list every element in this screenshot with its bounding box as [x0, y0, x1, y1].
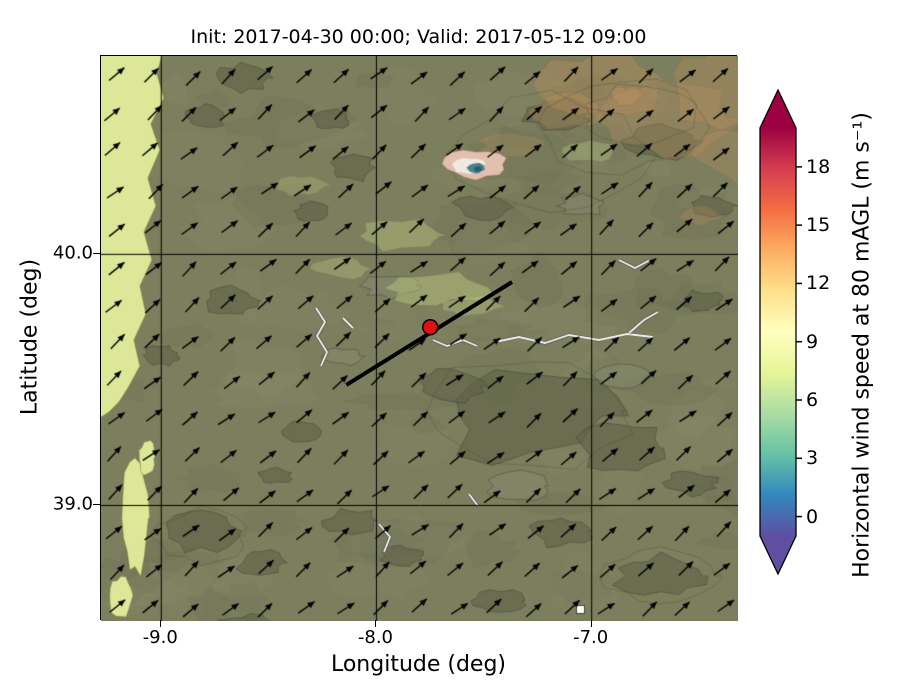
y-tick-mark: [93, 253, 100, 255]
colorbar-tick-label: 6: [806, 389, 819, 411]
map-overlay: [345, 280, 514, 387]
colorbar-tick-label: 12: [806, 272, 831, 295]
colorbar-label: Horizontal wind speed at 80 mAGL (m s⁻¹): [849, 112, 875, 578]
y-tick-label: 39.0: [52, 493, 93, 515]
plot-title: Init: 2017-04-30 00:00; Valid: 2017-05-1…: [190, 26, 647, 48]
site-marker: [422, 318, 439, 336]
colorbar-tick-label: 0: [806, 505, 819, 528]
x-axis-label: Longitude (deg): [330, 652, 507, 677]
colorbar-tick-label: 3: [806, 447, 819, 470]
y-axis-label: Latitude (deg): [17, 258, 43, 416]
y-tick-label: 40.0: [52, 242, 93, 264]
x-tick-label: -9.0: [142, 627, 178, 648]
x-tick-label: -8.0: [357, 627, 394, 648]
colorbar-tick-label: 9: [806, 330, 819, 353]
x-tick-label: -7.0: [573, 627, 609, 648]
colorbar: [759, 88, 802, 576]
map-plot-area: [100, 55, 738, 621]
colorbar-tick-label: 18: [806, 155, 831, 178]
x-tick-mark: [375, 620, 377, 627]
y-tick-mark: [93, 504, 100, 506]
colorbar-tick-label: 15: [806, 214, 831, 237]
x-tick-mark: [590, 620, 592, 627]
colorbar-gradient: [759, 88, 797, 576]
colorbar-tick-marks: [796, 166, 802, 518]
x-tick-mark: [160, 620, 162, 627]
